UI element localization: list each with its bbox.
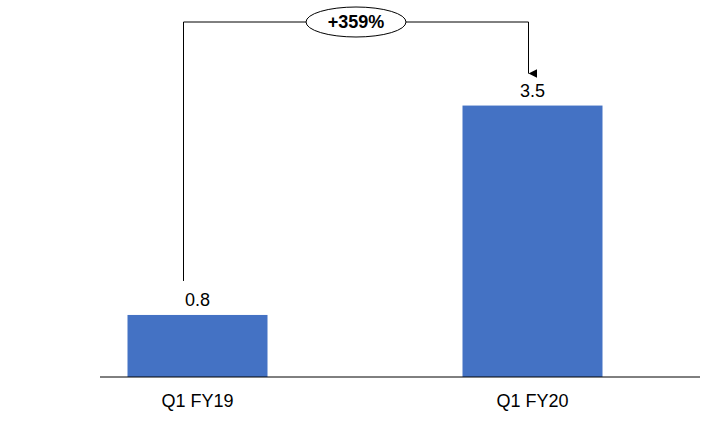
x-axis-line <box>100 377 700 378</box>
x-tick-label: Q1 FY20 <box>496 391 568 411</box>
annotation-bracket <box>184 22 529 281</box>
data-label: 0.8 <box>185 290 210 310</box>
chart-svg: Q1 FY19 Q1 FY20 0.8 3.5 +359% <box>0 0 706 425</box>
bar <box>128 315 268 377</box>
bars <box>128 106 603 377</box>
annotation-ellipse <box>306 7 406 37</box>
data-label: 3.5 <box>520 81 545 101</box>
bar <box>463 106 603 377</box>
x-tick-label: Q1 FY19 <box>161 391 233 411</box>
chart-container: Q1 FY19 Q1 FY20 0.8 3.5 +359% <box>0 0 706 425</box>
annotation-text: +359% <box>328 12 385 32</box>
